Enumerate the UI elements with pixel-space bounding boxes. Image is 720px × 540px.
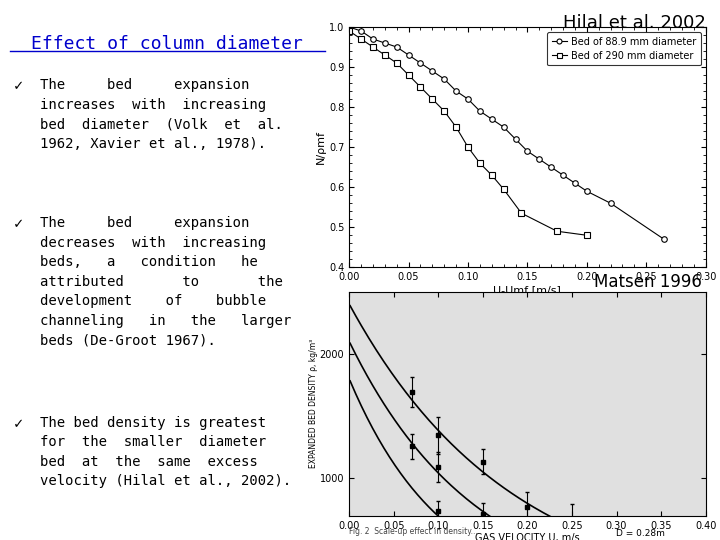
Bed of 88.9 mm diameter	[500, 124, 508, 130]
Text: Effect of column diameter: Effect of column diameter	[32, 35, 303, 53]
Bed of 88.9 mm diameter	[416, 60, 425, 66]
Bed of 88.9 mm diameter	[428, 68, 436, 75]
Y-axis label: N/ρmf: N/ρmf	[316, 130, 326, 164]
Bed of 88.9 mm diameter	[660, 236, 668, 242]
Line: Bed of 88.9 mm diameter: Bed of 88.9 mm diameter	[346, 24, 667, 242]
Text: Matsen 1996: Matsen 1996	[594, 273, 702, 291]
Bed of 88.9 mm diameter	[559, 172, 567, 178]
Legend: Bed of 88.9 mm diameter, Bed of 290 mm diameter: Bed of 88.9 mm diameter, Bed of 290 mm d…	[547, 32, 701, 65]
Bed of 290 mm diameter	[428, 96, 436, 103]
Bed of 88.9 mm diameter	[345, 24, 354, 30]
Bed of 290 mm diameter	[517, 210, 526, 217]
Bed of 88.9 mm diameter	[380, 40, 389, 46]
Bed of 88.9 mm diameter	[464, 96, 472, 103]
Bed of 290 mm diameter	[440, 108, 449, 114]
Text: Fig. 2  Scale-up effect in density...: Fig. 2 Scale-up effect in density...	[349, 526, 478, 536]
Bed of 88.9 mm diameter	[405, 52, 413, 58]
Bed of 290 mm diameter	[464, 144, 472, 150]
Text: ✓: ✓	[14, 216, 22, 231]
Bed of 290 mm diameter	[392, 60, 401, 66]
X-axis label: U-Umf [m/s]: U-Umf [m/s]	[493, 285, 562, 295]
Bed of 88.9 mm diameter	[535, 156, 544, 163]
Y-axis label: EXPANDED BED DENSITY ρ, kg/m³: EXPANDED BED DENSITY ρ, kg/m³	[310, 339, 318, 468]
Text: The     bed     expansion
decreases  with  increasing
beds,   a   condition   he: The bed expansion decreases with increas…	[40, 216, 292, 347]
Bed of 88.9 mm diameter	[392, 44, 401, 50]
Bed of 88.9 mm diameter	[571, 180, 580, 186]
Bed of 290 mm diameter	[452, 124, 461, 130]
Bed of 290 mm diameter	[369, 44, 377, 50]
Bed of 88.9 mm diameter	[452, 88, 461, 94]
Bed of 88.9 mm diameter	[511, 136, 520, 143]
Bed of 290 mm diameter	[553, 228, 562, 234]
Text: The     bed     expansion
increases  with  increasing
bed  diameter  (Volk  et  : The bed expansion increases with increas…	[40, 78, 283, 151]
Bed of 88.9 mm diameter	[356, 28, 365, 34]
Bed of 88.9 mm diameter	[606, 200, 615, 206]
Bed of 290 mm diameter	[405, 72, 413, 78]
Bed of 290 mm diameter	[582, 232, 591, 239]
X-axis label: GAS VELOCITY U, m/s: GAS VELOCITY U, m/s	[475, 534, 580, 540]
Line: Bed of 290 mm diameter: Bed of 290 mm diameter	[346, 28, 590, 238]
Bed of 88.9 mm diameter	[475, 108, 484, 114]
Text: Hilal et al. 2002: Hilal et al. 2002	[563, 14, 706, 31]
Text: D = 0.28m: D = 0.28m	[616, 529, 665, 538]
Text: ✓: ✓	[14, 416, 22, 431]
Bed of 290 mm diameter	[356, 36, 365, 42]
Bed of 88.9 mm diameter	[487, 116, 496, 123]
Bed of 88.9 mm diameter	[523, 148, 531, 154]
Bed of 88.9 mm diameter	[440, 76, 449, 82]
Bed of 88.9 mm diameter	[547, 164, 556, 171]
Bed of 88.9 mm diameter	[369, 36, 377, 42]
Bed of 290 mm diameter	[380, 52, 389, 58]
Bed of 290 mm diameter	[500, 186, 508, 192]
Text: ✓: ✓	[14, 78, 22, 93]
Bed of 290 mm diameter	[416, 84, 425, 90]
Bed of 290 mm diameter	[487, 172, 496, 178]
Bed of 290 mm diameter	[345, 28, 354, 34]
Bed of 290 mm diameter	[475, 160, 484, 166]
Bed of 88.9 mm diameter	[582, 188, 591, 194]
Text: The bed density is greatest
for  the  smaller  diameter
bed  at  the  same  exce: The bed density is greatest for the smal…	[40, 416, 292, 488]
